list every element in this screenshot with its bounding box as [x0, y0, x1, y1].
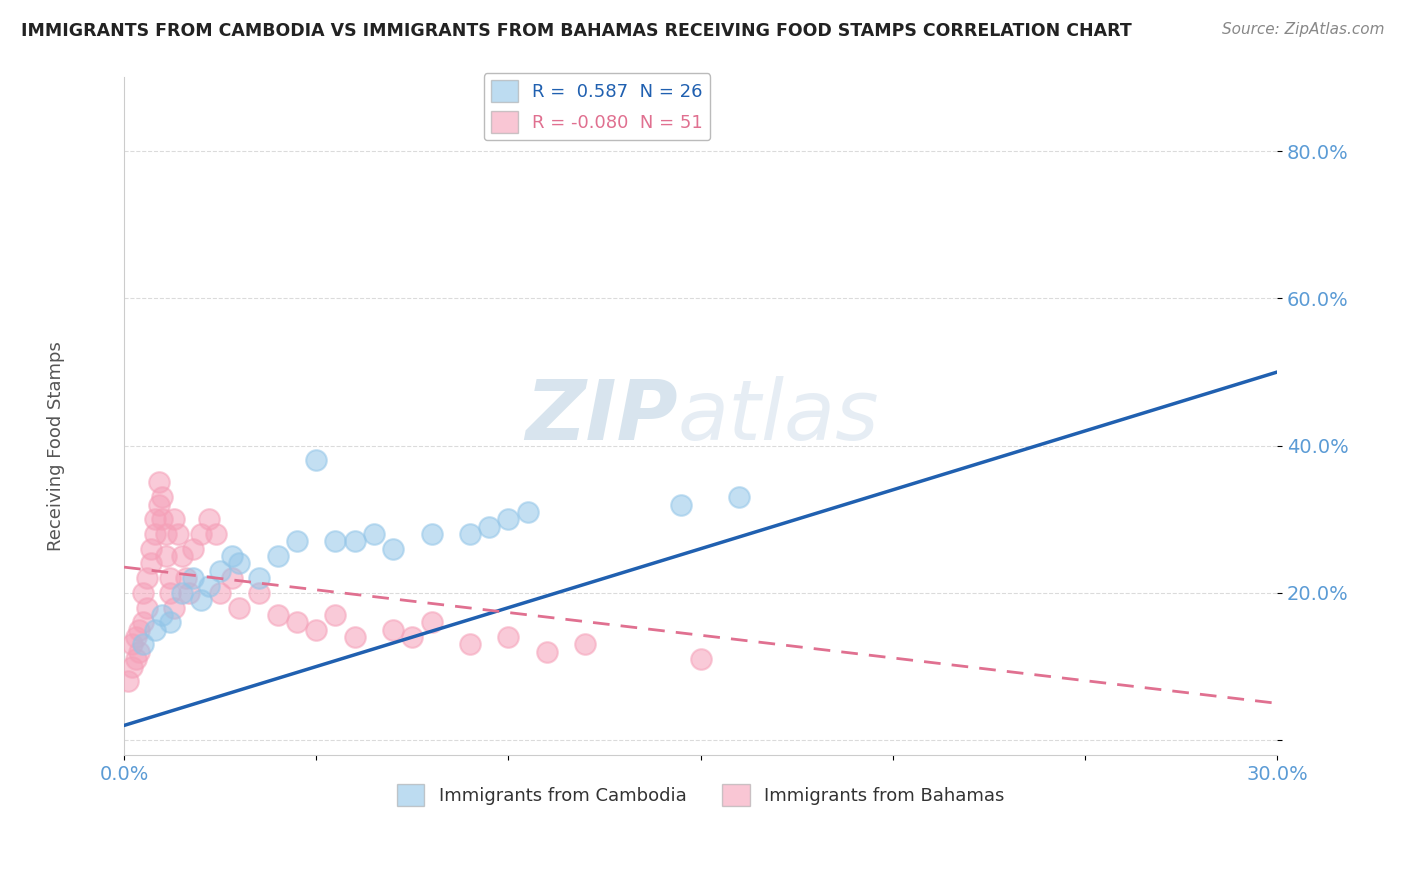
Point — [152, 490, 174, 504]
Point — [143, 512, 166, 526]
Point — [228, 557, 250, 571]
Point — [132, 586, 155, 600]
Point — [574, 637, 596, 651]
Point — [117, 674, 139, 689]
Point — [159, 571, 181, 585]
Point — [382, 623, 405, 637]
Point — [516, 505, 538, 519]
Point — [197, 512, 219, 526]
Point — [136, 571, 159, 585]
Point — [363, 527, 385, 541]
Point — [209, 564, 232, 578]
Point — [382, 541, 405, 556]
Point — [174, 571, 197, 585]
Point — [170, 549, 193, 563]
Point — [121, 659, 143, 673]
Point — [128, 623, 150, 637]
Point — [285, 534, 308, 549]
Point — [343, 630, 366, 644]
Point — [163, 600, 186, 615]
Point — [247, 586, 270, 600]
Text: Source: ZipAtlas.com: Source: ZipAtlas.com — [1222, 22, 1385, 37]
Point — [478, 519, 501, 533]
Point — [181, 541, 204, 556]
Point — [159, 615, 181, 630]
Point — [179, 586, 201, 600]
Point — [155, 549, 177, 563]
Text: Receiving Food Stamps: Receiving Food Stamps — [48, 341, 65, 551]
Point — [148, 475, 170, 490]
Point — [401, 630, 423, 644]
Point — [305, 453, 328, 467]
Point — [167, 527, 190, 541]
Point — [228, 600, 250, 615]
Point — [124, 630, 146, 644]
Point — [305, 623, 328, 637]
Point — [267, 549, 290, 563]
Point — [343, 534, 366, 549]
Point — [190, 593, 212, 607]
Point — [671, 498, 693, 512]
Point — [155, 527, 177, 541]
Point — [136, 600, 159, 615]
Point — [420, 615, 443, 630]
Point — [124, 652, 146, 666]
Point — [285, 615, 308, 630]
Point — [728, 490, 751, 504]
Point — [458, 637, 481, 651]
Point — [121, 637, 143, 651]
Point — [325, 607, 347, 622]
Point — [458, 527, 481, 541]
Legend: Immigrants from Cambodia, Immigrants from Bahamas: Immigrants from Cambodia, Immigrants fro… — [389, 777, 1011, 814]
Point — [170, 586, 193, 600]
Point — [689, 652, 711, 666]
Point — [152, 607, 174, 622]
Text: ZIP: ZIP — [524, 376, 678, 457]
Point — [209, 586, 232, 600]
Point — [325, 534, 347, 549]
Point — [498, 512, 520, 526]
Point — [143, 623, 166, 637]
Point — [498, 630, 520, 644]
Point — [139, 557, 162, 571]
Text: atlas: atlas — [678, 376, 879, 457]
Point — [132, 615, 155, 630]
Point — [159, 586, 181, 600]
Point — [536, 645, 558, 659]
Point — [221, 549, 243, 563]
Point — [152, 512, 174, 526]
Point — [143, 527, 166, 541]
Point — [181, 571, 204, 585]
Text: IMMIGRANTS FROM CAMBODIA VS IMMIGRANTS FROM BAHAMAS RECEIVING FOOD STAMPS CORREL: IMMIGRANTS FROM CAMBODIA VS IMMIGRANTS F… — [21, 22, 1132, 40]
Point — [128, 645, 150, 659]
Point — [148, 498, 170, 512]
Point — [190, 527, 212, 541]
Point — [247, 571, 270, 585]
Point — [139, 541, 162, 556]
Point — [132, 637, 155, 651]
Point — [267, 607, 290, 622]
Point — [221, 571, 243, 585]
Point — [420, 527, 443, 541]
Point — [197, 578, 219, 592]
Point — [163, 512, 186, 526]
Point — [205, 527, 228, 541]
